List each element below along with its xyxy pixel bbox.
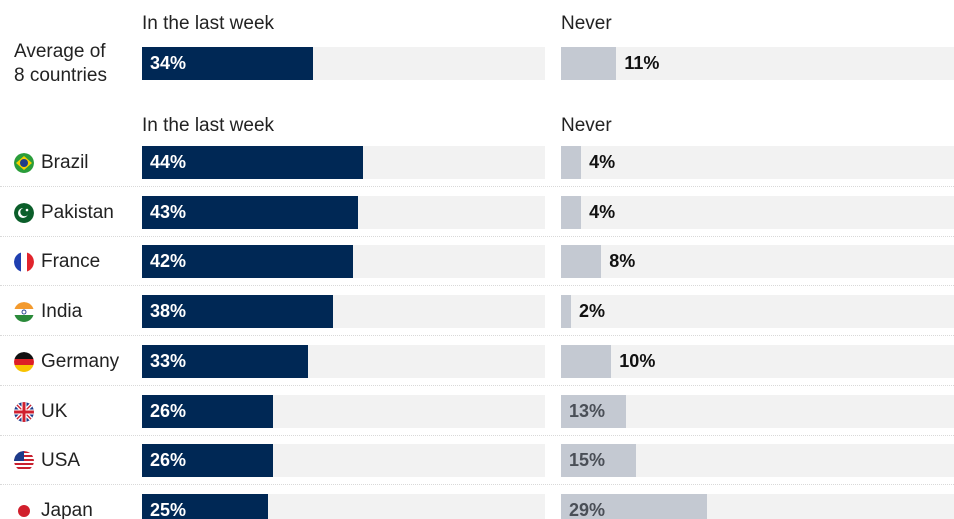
japan-never-bar: [561, 494, 707, 519]
uk-never-bar: [561, 395, 627, 428]
pakistan-flag-icon: [14, 203, 34, 223]
average-label: Average of 8 countries: [14, 40, 107, 88]
germany-never-track: 10%: [561, 345, 954, 378]
row-separator: [0, 285, 954, 286]
france-last-week-track: 42%: [142, 245, 545, 278]
brazil-last-week-bar: [142, 146, 364, 179]
india-last-week-value-label: 38%: [150, 301, 187, 321]
germany-last-week-track: 33%: [142, 345, 545, 378]
average-last-week-value-label: 34%: [150, 53, 187, 73]
brazil-last-week-track: 44%: [142, 146, 545, 179]
row-separator: [0, 484, 954, 485]
japan-last-week-bar: [142, 494, 268, 519]
india-never-value-label: 2%: [579, 301, 606, 321]
row-separator: [0, 236, 954, 237]
row-label-india: India: [14, 295, 82, 329]
row-separator: [0, 435, 954, 436]
france-flag-icon: [14, 252, 34, 272]
row-label-germany: Germany: [14, 345, 119, 379]
france-never-value-label: 8%: [609, 251, 636, 271]
india-never-track: 2%: [561, 295, 954, 328]
uk-never-track: 13%: [561, 395, 954, 428]
average-never-bar: [561, 47, 617, 80]
pakistan-last-week-track: 43%: [142, 196, 545, 229]
japan-never-value-label: 29%: [569, 500, 606, 519]
usa-last-week-value-label: 26%: [150, 450, 187, 470]
japan-flag-icon: [14, 501, 34, 519]
country-name: France: [41, 251, 101, 272]
usa-last-week-bar: [142, 444, 273, 477]
usa-never-track: 15%: [561, 444, 954, 477]
india-last-week-track: 38%: [142, 295, 545, 328]
row-label-japan: Japan: [14, 494, 93, 519]
row-label-uk: UK: [14, 395, 67, 429]
uk-flag-icon: [14, 402, 34, 422]
pakistan-never-track: 4%: [561, 196, 954, 229]
usa-never-value-label: 15%: [569, 450, 606, 470]
row-separator: [0, 186, 954, 187]
header-last-week: In the last week: [142, 115, 275, 136]
average-never-value-label: 11%: [624, 53, 660, 73]
pakistan-last-week-bar: [142, 196, 359, 229]
france-last-week-value-label: 42%: [150, 251, 187, 271]
brazil-last-week-value-label: 44%: [150, 152, 187, 172]
usa-never-bar: [561, 444, 637, 477]
row-label-france: France: [14, 245, 100, 279]
average-last-week-bar: [142, 47, 314, 80]
brazil-flag-icon: [14, 153, 34, 173]
japan-last-week-track: 25%: [142, 494, 545, 519]
pakistan-never-bar: [561, 196, 582, 229]
uk-last-week-value-label: 26%: [150, 401, 187, 421]
india-never-bar: [561, 295, 572, 328]
row-separator: [0, 335, 954, 336]
row-label-pakistan: Pakistan: [14, 196, 114, 230]
brazil-never-track: 4%: [561, 146, 954, 179]
india-last-week-bar: [142, 295, 334, 328]
average-label-line-2: 8 countries: [14, 65, 107, 86]
header-never: Never: [561, 115, 612, 136]
france-never-track: 8%: [561, 245, 954, 278]
country-name: Brazil: [41, 152, 89, 173]
country-name: USA: [41, 450, 81, 471]
country-name: Japan: [41, 500, 93, 519]
country-name: UK: [41, 401, 68, 422]
germany-last-week-bar: [142, 345, 308, 378]
brazil-never-value-label: 4%: [589, 152, 616, 172]
india-flag-icon: [14, 302, 34, 322]
germany-never-value-label: 10%: [619, 351, 656, 371]
header-never-top: Never: [561, 13, 612, 34]
france-never-bar: [561, 245, 602, 278]
uk-never-value-label: 13%: [569, 401, 606, 421]
brazil-never-bar: [561, 146, 582, 179]
pakistan-last-week-value-label: 43%: [150, 202, 187, 222]
country-name: Germany: [41, 351, 120, 372]
country-name: India: [41, 301, 83, 322]
japan-last-week-value-label: 25%: [150, 500, 187, 519]
japan-never-track: 29%: [561, 494, 954, 519]
average-never-track: 11%: [561, 47, 954, 80]
average-last-week-track: 34%: [142, 47, 545, 80]
germany-flag-icon: [14, 352, 34, 372]
usa-last-week-track: 26%: [142, 444, 545, 477]
average-label-line-1: Average of: [14, 41, 106, 62]
uk-last-week-track: 26%: [142, 395, 545, 428]
france-last-week-bar: [142, 245, 354, 278]
country-name: Pakistan: [41, 202, 114, 223]
row-separator: [0, 385, 954, 386]
germany-last-week-value-label: 33%: [150, 351, 187, 371]
row-label-brazil: Brazil: [14, 146, 89, 180]
row-label-usa: USA: [14, 444, 80, 478]
header-last-week-top: In the last week: [142, 13, 275, 34]
pakistan-never-value-label: 4%: [589, 202, 616, 222]
uk-last-week-bar: [142, 395, 273, 428]
usa-flag-icon: [14, 451, 34, 471]
germany-never-bar: [561, 345, 612, 378]
